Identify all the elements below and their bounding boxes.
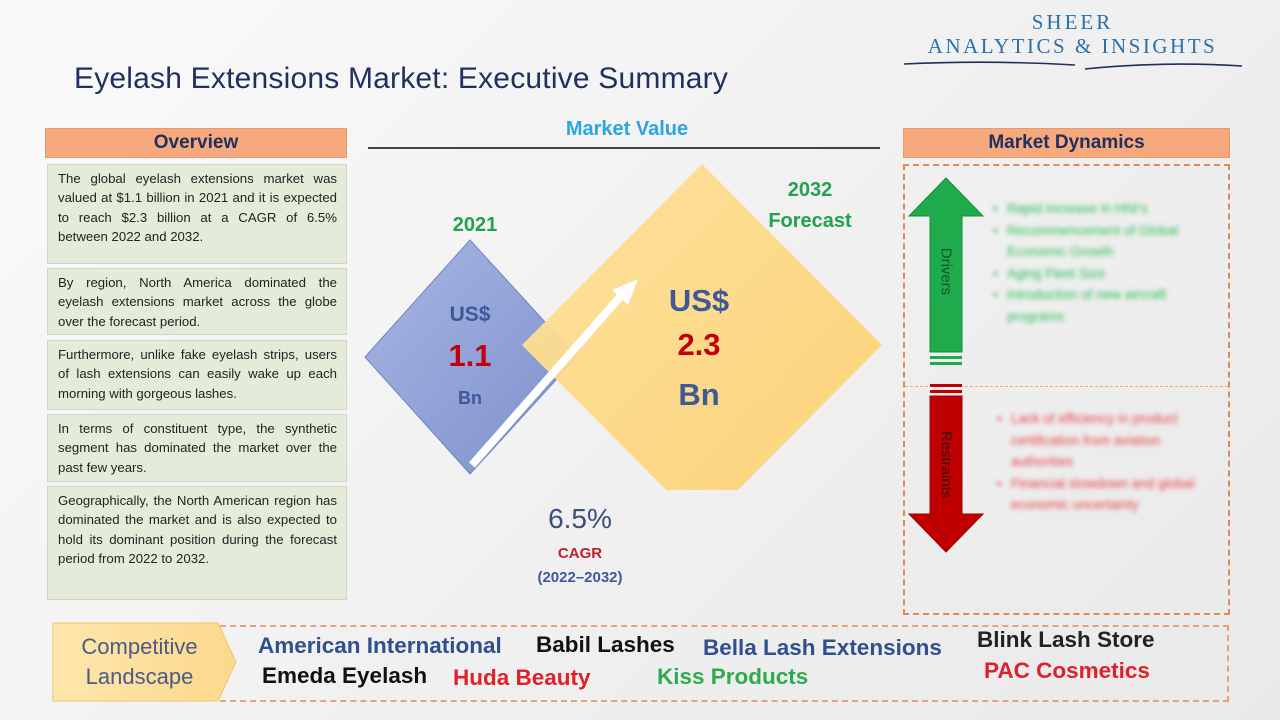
diamond-2032 bbox=[522, 164, 882, 490]
driver-item: Recommencement of Global Economic Growth bbox=[993, 220, 1221, 263]
value-2021-amount: 1.1 bbox=[448, 338, 492, 373]
restraints-arrow-icon bbox=[907, 395, 985, 553]
market-value-divider bbox=[368, 147, 880, 149]
year-2032-line-1: 2032 bbox=[787, 179, 833, 201]
drivers-list: Rapid increase in HNI's Recommencement o… bbox=[993, 198, 1221, 327]
company-name: Huda Beauty bbox=[453, 665, 591, 690]
restraint-item: Lack of efficiency in product certificat… bbox=[997, 408, 1217, 473]
value-2032-amount: 2.3 bbox=[677, 327, 721, 362]
overview-heading: Overview bbox=[45, 128, 347, 158]
drivers-arrow-icon bbox=[907, 177, 985, 353]
market-value-diagram bbox=[364, 164, 882, 490]
competitive-landscape-panel bbox=[220, 625, 1229, 702]
driver-item: Rapid increase in HNI's bbox=[993, 198, 1221, 220]
diamond-2021 bbox=[364, 239, 578, 475]
value-2021-unit: Bn bbox=[458, 388, 482, 408]
year-2032-label: 2032 Forecast bbox=[760, 175, 860, 237]
logo-swoosh-icon bbox=[903, 61, 1243, 70]
driver-item: Aging Fleet Size bbox=[993, 263, 1221, 285]
cagr-years: (2022–2032) bbox=[537, 569, 623, 586]
restraints-label: Restraints bbox=[937, 430, 955, 499]
company-name: PAC Cosmetics bbox=[984, 658, 1150, 683]
overview-paragraph-1: The global eyelash extensions market was… bbox=[47, 164, 347, 264]
cagr-value: 6.5% bbox=[548, 503, 612, 534]
driver-item: Introduction of new aircraft programs bbox=[993, 284, 1221, 327]
company-name: Blink Lash Store bbox=[977, 627, 1155, 652]
overview-paragraph-2: By region, North America dominated the e… bbox=[47, 268, 347, 335]
company-name: American International bbox=[258, 633, 502, 658]
value-2032-currency: US$ bbox=[668, 283, 730, 318]
cagr-label: CAGR bbox=[557, 545, 603, 562]
cl-label-line-1: Competitive bbox=[81, 634, 198, 659]
growth-arrow-head bbox=[612, 279, 638, 305]
value-2032-unit: Bn bbox=[678, 377, 720, 412]
market-dynamics-panel bbox=[903, 164, 1230, 615]
logo-line-1: SHEER bbox=[1031, 10, 1114, 34]
value-2021-currency: US$ bbox=[449, 303, 491, 326]
overview-paragraph-5: Geographically, the North American regio… bbox=[47, 486, 347, 600]
overview-paragraph-4: In terms of constituent type, the synthe… bbox=[47, 414, 347, 482]
company-name: Emeda Eyelash bbox=[262, 663, 428, 688]
company-name: Bella Lash Extensions bbox=[703, 635, 942, 660]
year-2032-line-2: Forecast bbox=[768, 210, 852, 232]
year-2021-label: 2021 bbox=[452, 214, 498, 236]
restraint-item: Financial slowdown and global economic u… bbox=[997, 473, 1217, 516]
dynamics-divider bbox=[905, 386, 1228, 387]
cl-label-line-2: Landscape bbox=[85, 664, 194, 689]
company-name: Kiss Products bbox=[657, 664, 809, 689]
competitive-landscape-label: Competitive Landscape bbox=[62, 632, 217, 692]
restraints-list: Lack of efficiency in product certificat… bbox=[997, 408, 1217, 516]
page-title: Eyelash Extensions Market: Executive Sum… bbox=[74, 62, 729, 95]
market-dynamics-heading: Market Dynamics bbox=[903, 128, 1230, 158]
competitive-landscape-tag bbox=[52, 622, 237, 702]
drivers-label: Drivers bbox=[937, 247, 955, 296]
overview-paragraph-3: Furthermore, unlike fake eyelash strips,… bbox=[47, 340, 347, 410]
market-value-heading: Market Value bbox=[565, 118, 689, 140]
logo-line-2: ANALYTICS & INSIGHTS bbox=[927, 34, 1218, 58]
company-logo: SHEER ANALYTICS & INSIGHTS bbox=[900, 8, 1245, 70]
company-name: Babil Lashes bbox=[536, 632, 675, 657]
dynamics-arrows bbox=[907, 177, 985, 553]
